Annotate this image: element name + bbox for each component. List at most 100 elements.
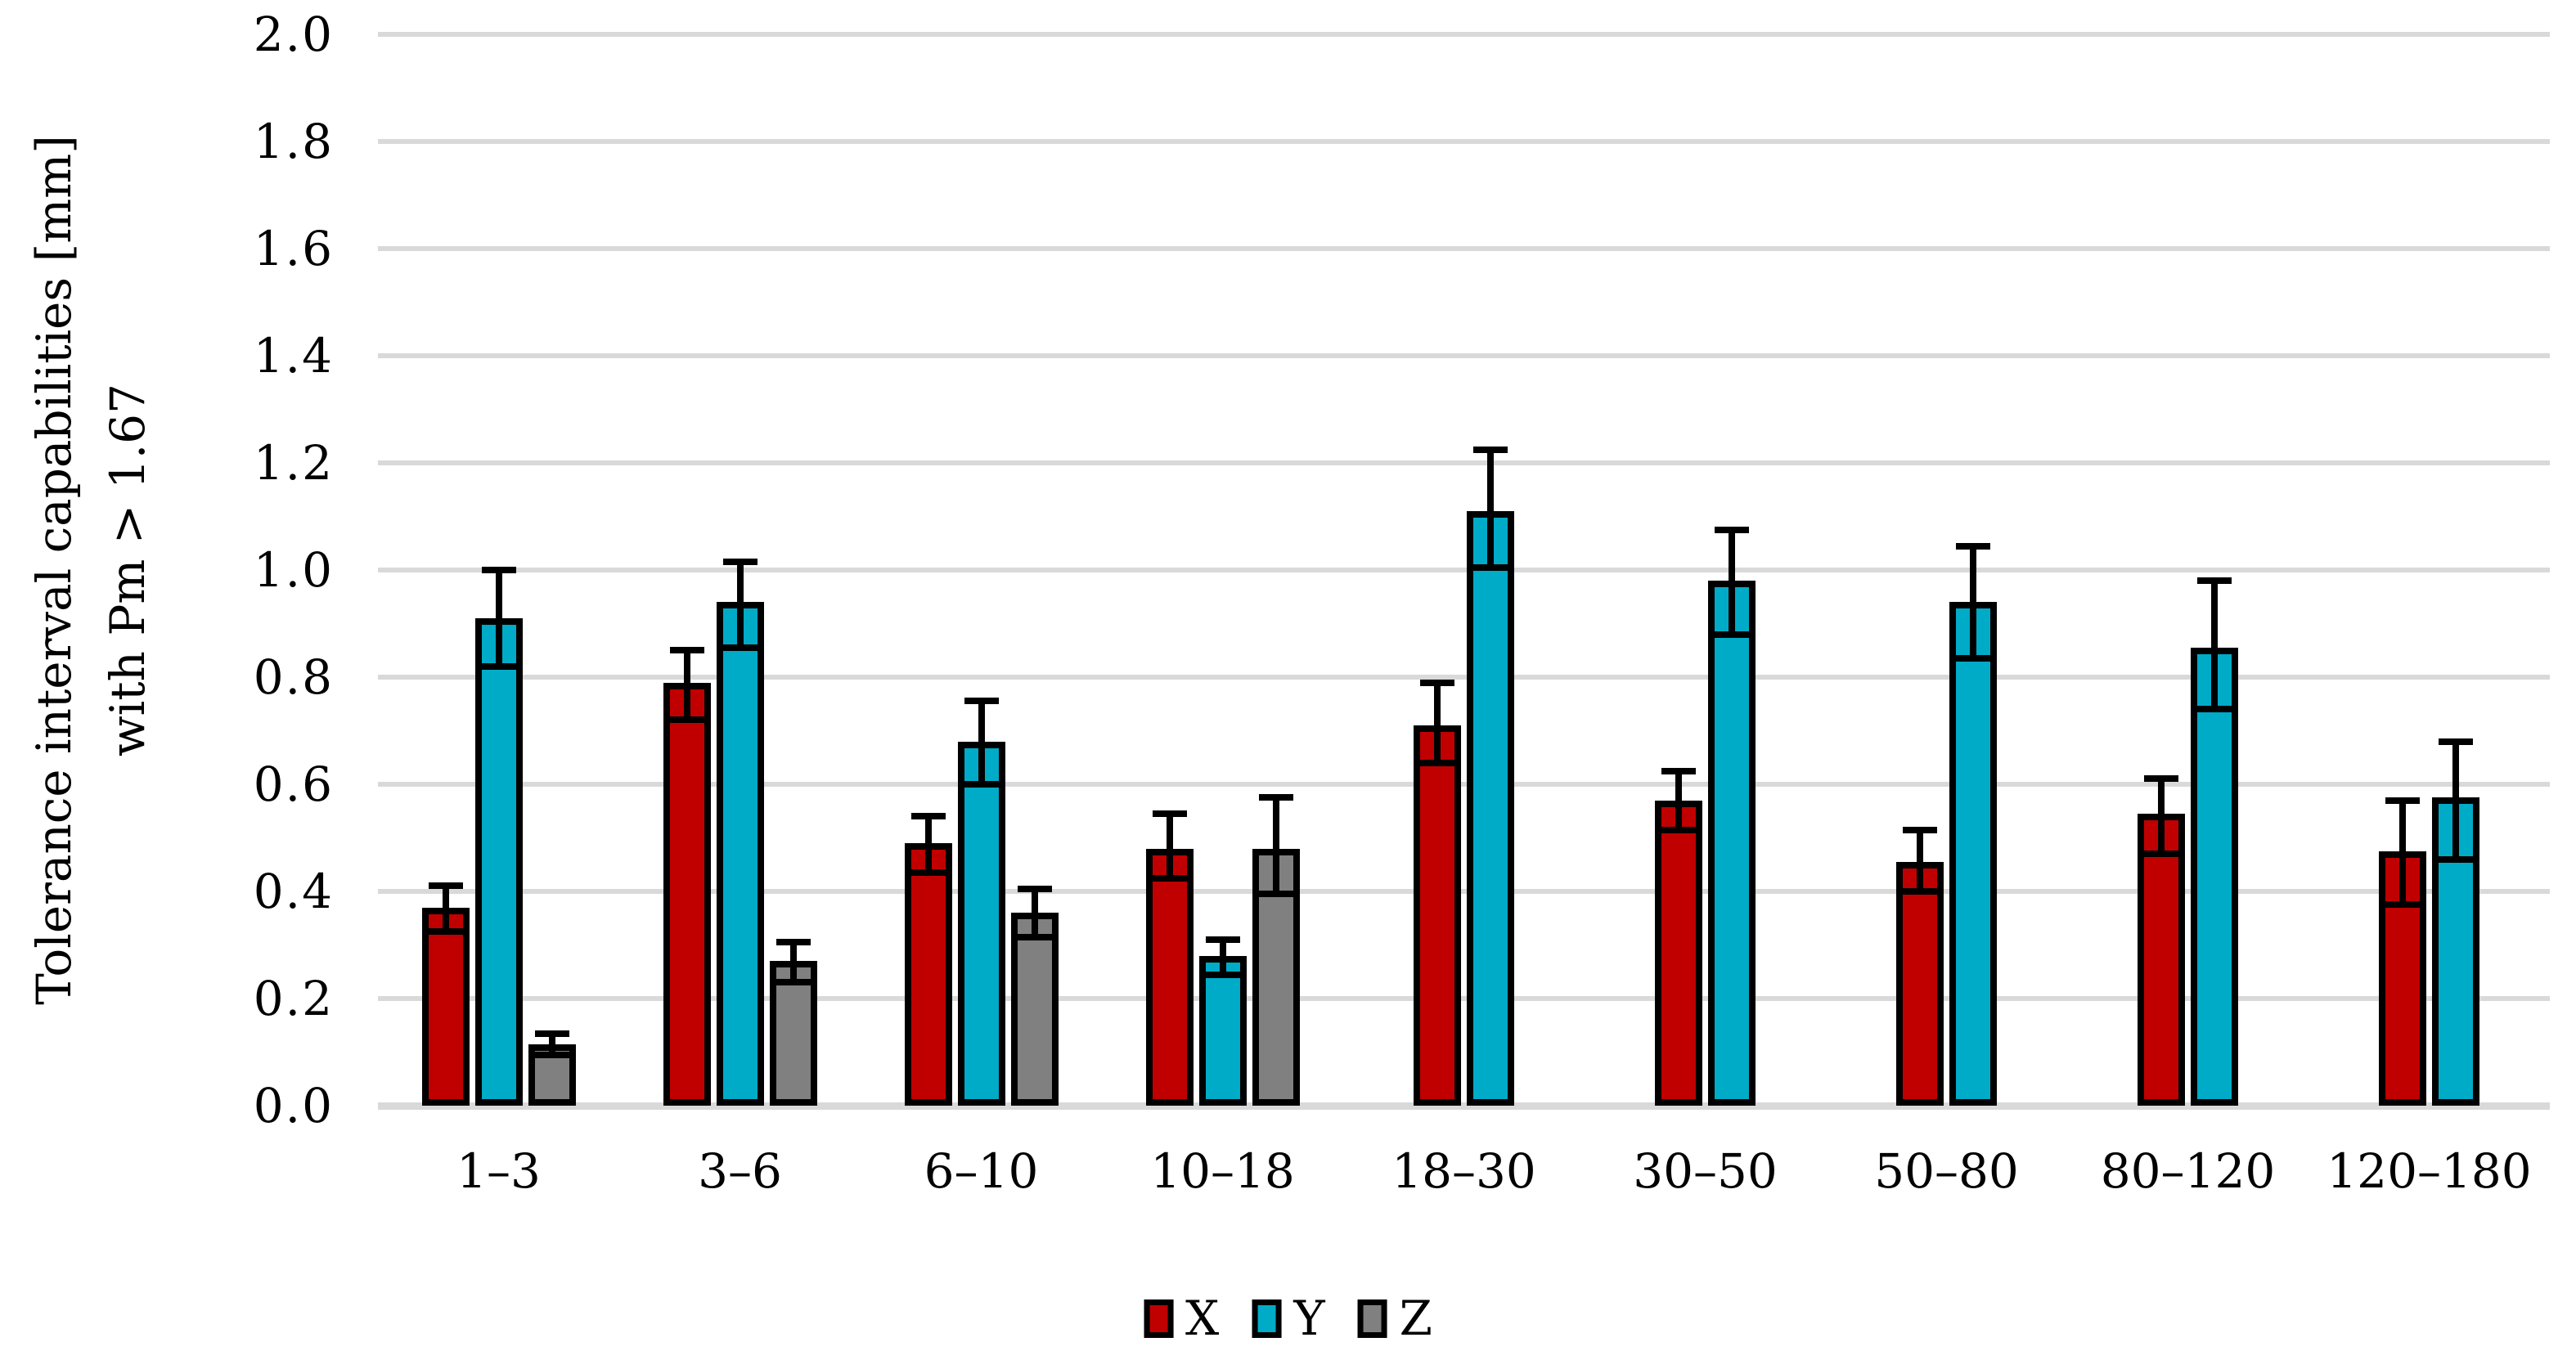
error-bar-cap — [1205, 936, 1240, 943]
y-tick-label: 1.2 — [253, 435, 334, 491]
error-bar-y-30–50 — [1729, 529, 1735, 635]
bar-x-18–30 — [1414, 725, 1461, 1106]
error-bar-cap — [2385, 797, 2420, 804]
error-bar-cap — [669, 716, 704, 724]
gridline — [378, 675, 2550, 680]
error-bar-x-3–6 — [683, 650, 690, 720]
error-bar-z-6–10 — [1031, 888, 1038, 937]
gridline — [378, 353, 2550, 358]
error-bar-cap — [2197, 706, 2232, 713]
error-bar-y-3–6 — [736, 562, 744, 648]
y-axis-title: Tolerance interval capabilities [mm] wit… — [18, 135, 165, 1005]
x-category-label: 30–50 — [1633, 1143, 1778, 1199]
legend-label-z: Z — [1399, 1290, 1432, 1346]
error-bar-cap — [910, 813, 946, 820]
bar-y-6–10 — [957, 741, 1005, 1106]
error-bar-cap — [1420, 759, 1454, 766]
x-axis-line — [378, 1102, 2550, 1110]
error-bar-z-3–6 — [789, 942, 797, 983]
error-bar-cap — [481, 662, 516, 670]
error-bar-z-1–3 — [548, 1033, 555, 1055]
error-bar-cap — [1473, 446, 1508, 453]
error-bar-cap — [534, 1051, 569, 1058]
legend-swatch-y — [1252, 1299, 1282, 1338]
error-bar-y-18–30 — [1487, 449, 1494, 568]
error-bar-cap — [2144, 851, 2178, 858]
error-bar-cap — [1017, 885, 1052, 892]
error-bar-cap — [2144, 775, 2178, 783]
gridline — [378, 996, 2550, 1001]
error-bar-cap — [1258, 794, 1293, 801]
legend-item-z: Z — [1357, 1290, 1432, 1346]
x-category-label: 10–18 — [1150, 1143, 1295, 1199]
error-bar-cap — [534, 1030, 569, 1037]
x-category-label: 1–3 — [456, 1143, 541, 1199]
error-bar-cap — [964, 781, 999, 788]
legend: X Y Z — [1144, 1290, 1432, 1346]
y-tick-label: 0.4 — [253, 864, 334, 919]
gridline — [378, 568, 2550, 572]
error-bar-cap — [481, 567, 516, 573]
bar-y-30–50 — [1708, 581, 1756, 1106]
error-bar-cap — [1956, 655, 1990, 662]
error-bar-x-1–3 — [442, 886, 449, 932]
error-bar-y-10–18 — [1219, 939, 1226, 975]
error-bar-x-50–80 — [1917, 829, 1923, 891]
x-category-label: 3–6 — [698, 1143, 782, 1199]
error-bar-cap — [722, 644, 758, 651]
error-bar-cap — [775, 939, 811, 946]
bar-x-1–3 — [421, 907, 470, 1106]
error-bar-cap — [428, 928, 463, 936]
error-bar-cap — [1420, 679, 1454, 686]
bar-x-50–80 — [1896, 861, 1944, 1106]
error-bar-cap — [1715, 631, 1749, 638]
bar-x-80–120 — [2138, 814, 2185, 1106]
error-bar-cap — [964, 698, 999, 705]
error-bar-cap — [1258, 891, 1293, 898]
error-bar-y-1–3 — [495, 570, 502, 667]
bar-y-10–18 — [1198, 955, 1247, 1106]
gridline — [378, 460, 2550, 465]
legend-item-y: Y — [1252, 1290, 1325, 1346]
y-tick-label: 1.4 — [253, 328, 334, 384]
bar-y-3–6 — [716, 602, 764, 1106]
bar-y-18–30 — [1467, 510, 1514, 1106]
error-bar-cap — [1205, 971, 1240, 978]
bar-x-30–50 — [1655, 800, 1702, 1106]
error-bar-cap — [910, 869, 946, 877]
error-bar-y-80–120 — [2211, 581, 2218, 710]
error-bar-cap — [1715, 526, 1749, 533]
error-bar-cap — [1903, 826, 1937, 833]
bar-z-6–10 — [1010, 913, 1059, 1106]
error-bar-x-18–30 — [1434, 682, 1441, 763]
error-bar-x-30–50 — [1675, 770, 1682, 830]
x-category-label: 80–120 — [2100, 1143, 2276, 1199]
legend-label-x: X — [1185, 1290, 1220, 1346]
gridline — [378, 32, 2550, 37]
error-bar-cap — [2439, 738, 2473, 745]
error-bar-cap — [428, 882, 463, 890]
legend-swatch-z — [1357, 1299, 1387, 1338]
gridline — [378, 246, 2550, 251]
error-bar-z-10–18 — [1272, 797, 1279, 895]
y-tick-label: 2.0 — [253, 7, 334, 62]
x-category-label: 6–10 — [924, 1143, 1039, 1199]
error-bar-y-120–180 — [2452, 741, 2459, 860]
bar-x-10–18 — [1145, 848, 1194, 1106]
error-bar-y-50–80 — [1970, 545, 1976, 659]
y-tick-label: 1.8 — [253, 114, 334, 169]
legend-item-x: X — [1144, 1290, 1219, 1346]
y-tick-label: 1.0 — [253, 542, 334, 598]
error-bar-cap — [1473, 563, 1508, 571]
error-bar-cap — [775, 979, 811, 986]
bar-y-1–3 — [474, 617, 523, 1106]
error-bar-cap — [722, 559, 758, 566]
error-bar-cap — [1017, 933, 1052, 940]
y-tick-label: 0.6 — [253, 756, 334, 812]
error-bar-x-80–120 — [2158, 779, 2165, 855]
error-bar-x-6–10 — [924, 816, 932, 873]
y-tick-label: 0.0 — [253, 1078, 334, 1133]
legend-swatch-x — [1144, 1299, 1174, 1338]
error-bar-cap — [2439, 855, 2473, 863]
